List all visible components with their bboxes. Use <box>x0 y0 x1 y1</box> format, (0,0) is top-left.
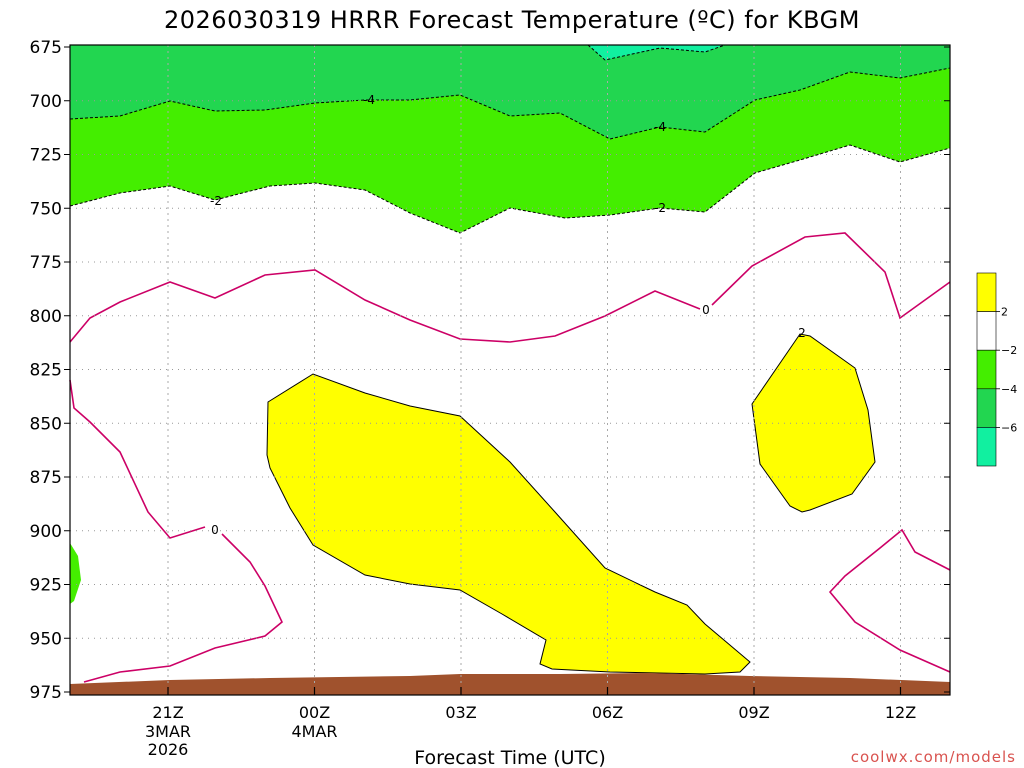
contour-minus6 <box>587 44 726 61</box>
contour-label: -4 <box>654 120 666 134</box>
colorbar-segment <box>976 349 997 390</box>
x-tick-sublabel: 3MAR <box>145 722 191 741</box>
fill-ground <box>70 673 950 695</box>
x-tick-label: 12Z <box>885 703 916 722</box>
x-tick-sublabel: 4MAR <box>291 722 337 741</box>
y-tick-label: 875 <box>30 468 62 488</box>
y-tick-label: 850 <box>30 414 62 434</box>
x-axis-label: Forecast Time (UTC) <box>414 747 605 768</box>
fill-minus6-region <box>588 45 725 60</box>
contour-label: 2 <box>798 326 806 340</box>
x-tick-label: 00Z <box>299 703 330 722</box>
zero-isotherms <box>69 232 951 683</box>
y-tick-label: 900 <box>30 522 62 542</box>
x-tick-label: 06Z <box>592 703 623 722</box>
contour-minus2 <box>69 144 951 234</box>
colorbar-label: −4 <box>1001 383 1017 396</box>
chart-title: 2026030319 HRRR Forecast Temperature (ºC… <box>164 6 860 34</box>
y-tick-label: 750 <box>30 199 62 219</box>
isotherm-0-upper-right <box>711 232 951 320</box>
y-tick-label: 975 <box>30 683 62 703</box>
colorbar-label: −6 <box>1001 421 1017 434</box>
isotherm-0-upper <box>69 269 701 343</box>
y-tick-label: 675 <box>30 38 62 58</box>
colorbar-segment <box>976 388 997 428</box>
fill-lowleft-patch <box>70 543 81 604</box>
y-tick-label: 700 <box>30 92 62 112</box>
isotherm-0-left <box>69 379 206 539</box>
contour-label: -2 <box>654 201 666 215</box>
fill-warm-region-main <box>266 373 751 675</box>
y-tick-label: 800 <box>30 307 62 327</box>
isotherm-0-lower-left <box>83 533 283 683</box>
y-tick-label: 950 <box>30 629 62 649</box>
colorbar-segment <box>976 427 997 467</box>
x-tick-label: 09Z <box>738 703 769 722</box>
contour-minus4 <box>69 67 951 140</box>
x-tick-label: 03Z <box>445 703 476 722</box>
colorbar: 2 −2 −4 −6 <box>976 272 1017 467</box>
y-tick-label: 725 <box>30 146 62 166</box>
y-tick-label: 925 <box>30 576 62 596</box>
contour-label: 0 <box>702 303 710 317</box>
y-tick-label: 825 <box>30 361 62 381</box>
credit-text: coolwx.com/models <box>851 748 1016 766</box>
colorbar-segment <box>976 272 997 312</box>
colorbar-label: −2 <box>1001 344 1017 357</box>
y-axis: 675 700 725 750 775 800 825 850 875 900 925 950 975 <box>30 38 950 703</box>
colorbar-label: 2 <box>1001 306 1008 319</box>
x-tick-sublabel: 2026 <box>148 740 189 759</box>
colorbar-segment <box>976 311 997 351</box>
contour-label: 0 <box>211 523 219 537</box>
cold-contour-lines <box>69 44 951 234</box>
contour-labels: -4 -4 -2 -2 0 0 2 <box>210 93 806 537</box>
x-tick-label: 21Z <box>152 703 183 722</box>
y-tick-label: 775 <box>30 253 62 273</box>
isotherm-0-lower-right <box>828 528 951 673</box>
grid-lines <box>70 45 950 695</box>
fill-warm-region-right <box>751 333 876 513</box>
contour-label: -2 <box>210 194 222 208</box>
contour-label: -4 <box>363 93 375 107</box>
